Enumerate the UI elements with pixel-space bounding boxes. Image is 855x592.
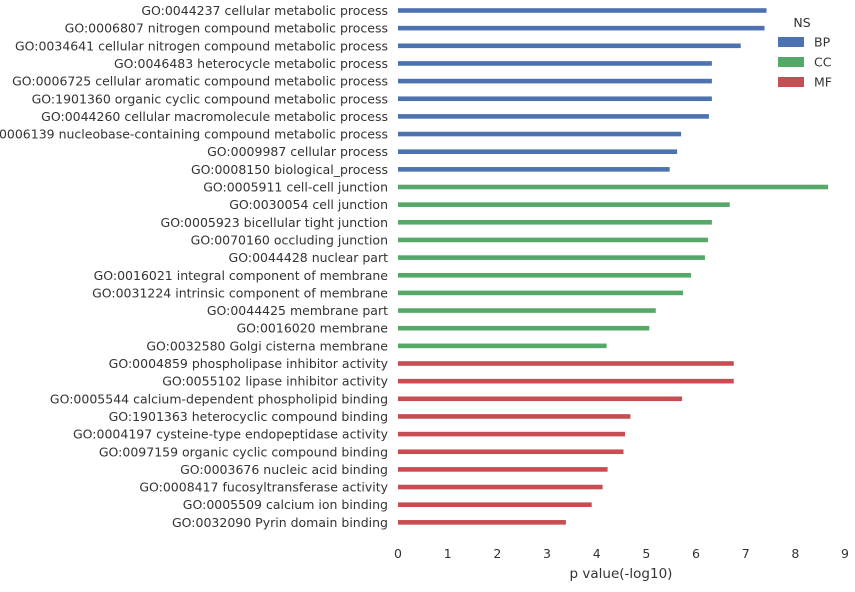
bar-mf-24 (398, 431, 625, 437)
x-tick-label: 1 (444, 546, 452, 561)
category-label: GO:0044428 nuclear part (229, 250, 389, 265)
bar-bp-6 (398, 114, 709, 119)
category-label: GO:0046483 heterocycle metabolic process (114, 56, 388, 71)
bar-cc-12 (398, 220, 712, 225)
bar-cc-14 (398, 255, 705, 260)
legend-swatch-cc (778, 57, 804, 67)
legend-swatch-mf (778, 77, 804, 87)
category-label: GO:0009987 cellular process (207, 144, 388, 159)
x-tick-label: 2 (493, 546, 501, 561)
category-label: GO:0005911 cell-cell junction (203, 180, 388, 195)
legend-label-bp: BP (814, 35, 831, 50)
legend-label-mf: MF (814, 75, 832, 90)
category-label: GO:0030054 cell junction (229, 197, 388, 212)
category-label: GO:0070160 occluding junction (191, 232, 388, 247)
legend-title: NS (793, 15, 810, 30)
category-label: GO:0006807 nitrogen compound metabolic p… (65, 21, 388, 36)
category-label: GO:0044237 cellular metabolic process (141, 3, 388, 18)
legend-swatch-bp (778, 37, 804, 47)
x-tick-label: 5 (642, 546, 650, 561)
category-label: GO:0016021 integral component of membran… (94, 268, 389, 283)
category-label: GO:0044425 membrane part (207, 303, 388, 318)
category-label: GO:1901360 organic cyclic compound metab… (32, 91, 388, 106)
category-label: GO:0008417 fucosyltransferase activity (139, 480, 388, 495)
x-tick-label: 0 (394, 546, 402, 561)
bar-mf-25 (398, 449, 624, 455)
category-label: GO:0005923 bicellular tight junction (161, 215, 388, 230)
bar-cc-10 (398, 184, 829, 190)
bar-mf-28 (398, 502, 592, 507)
bar-cc-13 (398, 237, 708, 243)
bar-bp-5 (398, 96, 712, 102)
category-label: GO:0004859 phospholipase inhibitor activ… (109, 356, 389, 371)
x-axis-title: p value(-log10) (570, 566, 673, 582)
category-label: GO:0044260 cellular macromolecule metabo… (41, 109, 388, 124)
category-label: GO:0032090 Pyrin domain binding (172, 515, 388, 530)
category-label: GO:0031224 intrinsic component of membra… (92, 285, 388, 300)
bar-mf-22 (398, 396, 683, 402)
bar-mf-29 (398, 520, 566, 525)
x-tick-label: 9 (841, 546, 849, 561)
x-tick-label: 3 (543, 546, 551, 561)
category-label: GO:0097159 organic cyclic compound bindi… (99, 444, 388, 459)
bar-cc-11 (398, 202, 730, 207)
category-label: GO:0055102 lipase inhibitor activity (162, 374, 388, 389)
bar-cc-19 (398, 343, 607, 349)
category-label: GO:0003676 nucleic acid binding (180, 462, 388, 477)
bar-bp-7 (398, 131, 682, 137)
category-label: GO:0005544 calcium-dependent phospholipi… (50, 391, 388, 406)
category-label: GO:0006139 nucleobase-containing compoun… (0, 127, 388, 142)
x-tick-label: 4 (593, 546, 601, 561)
bar-bp-3 (398, 61, 712, 66)
legend[interactable]: NS BP CC MF (778, 15, 832, 90)
x-tick-label: 8 (791, 546, 799, 561)
bar-mf-20 (398, 361, 734, 366)
x-axis: 0 1 2 3 4 5 6 7 8 9 (394, 546, 849, 561)
bar-mf-26 (398, 467, 608, 472)
bar-bp-8 (398, 149, 678, 154)
category-label: GO:0004197 cysteine-type endopeptidase a… (73, 427, 389, 442)
bar-cc-18 (398, 325, 650, 331)
category-labels: GO:0044237 cellular metabolic process GO:… (0, 3, 389, 530)
x-tick-label: 6 (692, 546, 700, 561)
x-tick-label: 7 (742, 546, 750, 561)
category-label: GO:0016020 membrane (236, 321, 388, 336)
bar-bp-1 (398, 25, 765, 31)
bar-bp-0 (398, 8, 767, 13)
category-label: GO:0006725 cellular aromatic compound me… (12, 74, 388, 89)
bar-cc-15 (398, 272, 692, 278)
bar-bp-4 (398, 78, 712, 84)
bar-mf-21 (398, 378, 734, 384)
bar-mf-23 (398, 414, 631, 419)
bar-cc-16 (398, 290, 684, 296)
bar-mf-27 (398, 484, 603, 490)
bars-layer (398, 8, 829, 525)
bar-cc-17 (398, 308, 656, 313)
category-label: GO:0032580 Golgi cisterna membrane (146, 338, 388, 353)
bar-bp-2 (398, 43, 741, 49)
category-label: GO:0005509 calcium ion binding (183, 497, 388, 512)
category-label: GO:1901363 heterocyclic compound binding (109, 409, 388, 424)
category-label: GO:0008150 biological_process (191, 162, 388, 177)
category-label: GO:0034641 cellular nitrogen compound me… (15, 38, 388, 53)
bar-bp-9 (398, 167, 670, 172)
legend-label-cc: CC (814, 55, 832, 70)
